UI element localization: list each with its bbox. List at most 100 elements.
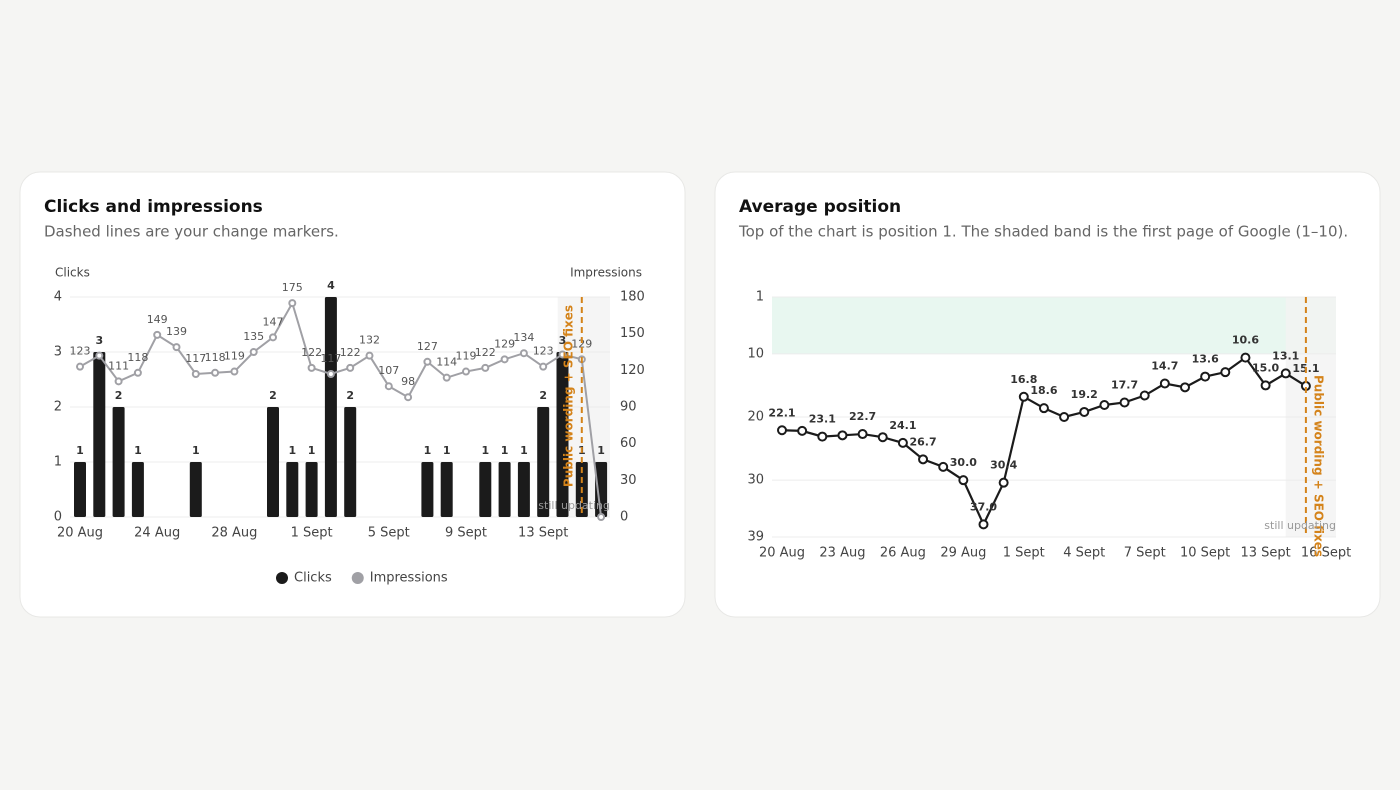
bar	[479, 462, 492, 517]
point-label: 134	[513, 331, 534, 344]
x-tick-label: 29 Aug	[940, 546, 986, 561]
bar	[344, 407, 357, 517]
marker-label: Public wording + SEO fixes	[1311, 375, 1325, 557]
y-tick-label: 30	[747, 473, 764, 488]
point	[269, 333, 277, 342]
bar-label: 3	[559, 334, 567, 347]
point-label: 123	[70, 345, 91, 358]
updating-label: still updating	[1264, 519, 1336, 532]
bar-label: 1	[501, 444, 509, 457]
y-tick-label: 0	[54, 510, 62, 525]
point-label: 17.7	[1111, 378, 1138, 391]
bar-label: 1	[520, 444, 528, 457]
point	[326, 370, 335, 378]
point-label: 22.1	[768, 406, 795, 419]
point	[1038, 403, 1049, 414]
bar	[305, 462, 318, 517]
card	[714, 171, 1381, 618]
bar-label: 1	[76, 444, 84, 457]
y2-axis-title: Impressions	[570, 266, 642, 280]
legend-swatch	[351, 572, 364, 584]
bar	[131, 462, 144, 517]
legend-label: Impressions	[370, 571, 448, 586]
point-label: 22.7	[849, 410, 876, 423]
point	[1280, 368, 1291, 379]
x-tick-label: 4 Sept	[1063, 546, 1105, 561]
point-label: 117	[185, 352, 206, 365]
y2-tick-label: 30	[620, 473, 637, 488]
y-axis-title: Clicks	[55, 266, 90, 280]
bar	[112, 407, 125, 517]
y-tick-label: 4	[54, 290, 62, 305]
point	[978, 519, 989, 530]
legend-label: Clicks	[294, 571, 332, 586]
card-title: Average position	[739, 197, 901, 217]
point	[877, 432, 888, 443]
point	[133, 368, 142, 377]
bar	[286, 462, 299, 517]
y-tick-label: 1	[54, 455, 62, 470]
point-label: 18.6	[1030, 384, 1057, 397]
bar-label: 1	[192, 444, 200, 457]
point-label: 13.1	[1272, 349, 1299, 362]
point	[837, 430, 848, 441]
point-label: 175	[282, 281, 303, 294]
point-label: 117	[320, 352, 341, 365]
point	[288, 299, 297, 308]
point	[481, 363, 490, 372]
point-label: 129	[494, 337, 515, 350]
x-tick-label: 20 Aug	[759, 546, 805, 561]
point	[365, 351, 374, 360]
point-label: 119	[224, 350, 245, 363]
point-label: 10.6	[1232, 334, 1259, 347]
bar	[421, 462, 434, 517]
point-label: 107	[378, 364, 399, 377]
point	[249, 348, 258, 356]
bar-label: 4	[327, 279, 335, 292]
card-subtitle: Dashed lines are your change markers.	[44, 223, 339, 241]
bar-label: 1	[308, 444, 316, 457]
card-subtitle: Top of the chart is position 1. The shad…	[738, 223, 1348, 241]
point	[539, 362, 548, 371]
point-label: 122	[301, 346, 322, 359]
y2-tick-label: 0	[620, 510, 628, 525]
point	[191, 370, 200, 378]
bar	[324, 297, 337, 517]
point-label: 122	[475, 346, 496, 359]
point-label: 19.2	[1071, 388, 1098, 401]
point	[1079, 406, 1090, 417]
point-label: 13.6	[1192, 353, 1219, 366]
bar	[556, 352, 569, 517]
point-label: 149	[147, 313, 168, 326]
point	[211, 368, 220, 377]
x-tick-label: 28 Aug	[211, 526, 257, 541]
point-label: 147	[263, 315, 284, 328]
point	[230, 367, 239, 376]
point	[597, 513, 606, 521]
point	[153, 330, 162, 339]
point	[1099, 400, 1110, 410]
legend-swatch	[276, 572, 288, 584]
point-label: 111	[108, 359, 129, 372]
bar	[537, 407, 550, 517]
bar	[189, 462, 202, 517]
x-tick-label: 10 Sept	[1180, 546, 1230, 561]
point	[1119, 397, 1130, 408]
y-tick-label: 20	[747, 410, 764, 425]
x-tick-label: 23 Aug	[819, 546, 865, 561]
y-tick-label: 3	[54, 345, 62, 360]
point	[918, 454, 929, 465]
point	[857, 429, 868, 440]
point-label: 139	[166, 325, 187, 338]
point-label: 119	[456, 350, 477, 363]
bar	[595, 462, 608, 517]
card-title: Clicks and impressions	[44, 197, 263, 217]
y2-tick-label: 180	[620, 290, 645, 305]
x-tick-label: 26 Aug	[880, 546, 926, 561]
x-tick-label: 13 Sept	[1240, 546, 1290, 561]
bar	[498, 462, 511, 517]
y-tick-label: 2	[54, 400, 62, 415]
point	[1200, 371, 1211, 382]
point	[1180, 382, 1190, 393]
point	[404, 393, 413, 402]
